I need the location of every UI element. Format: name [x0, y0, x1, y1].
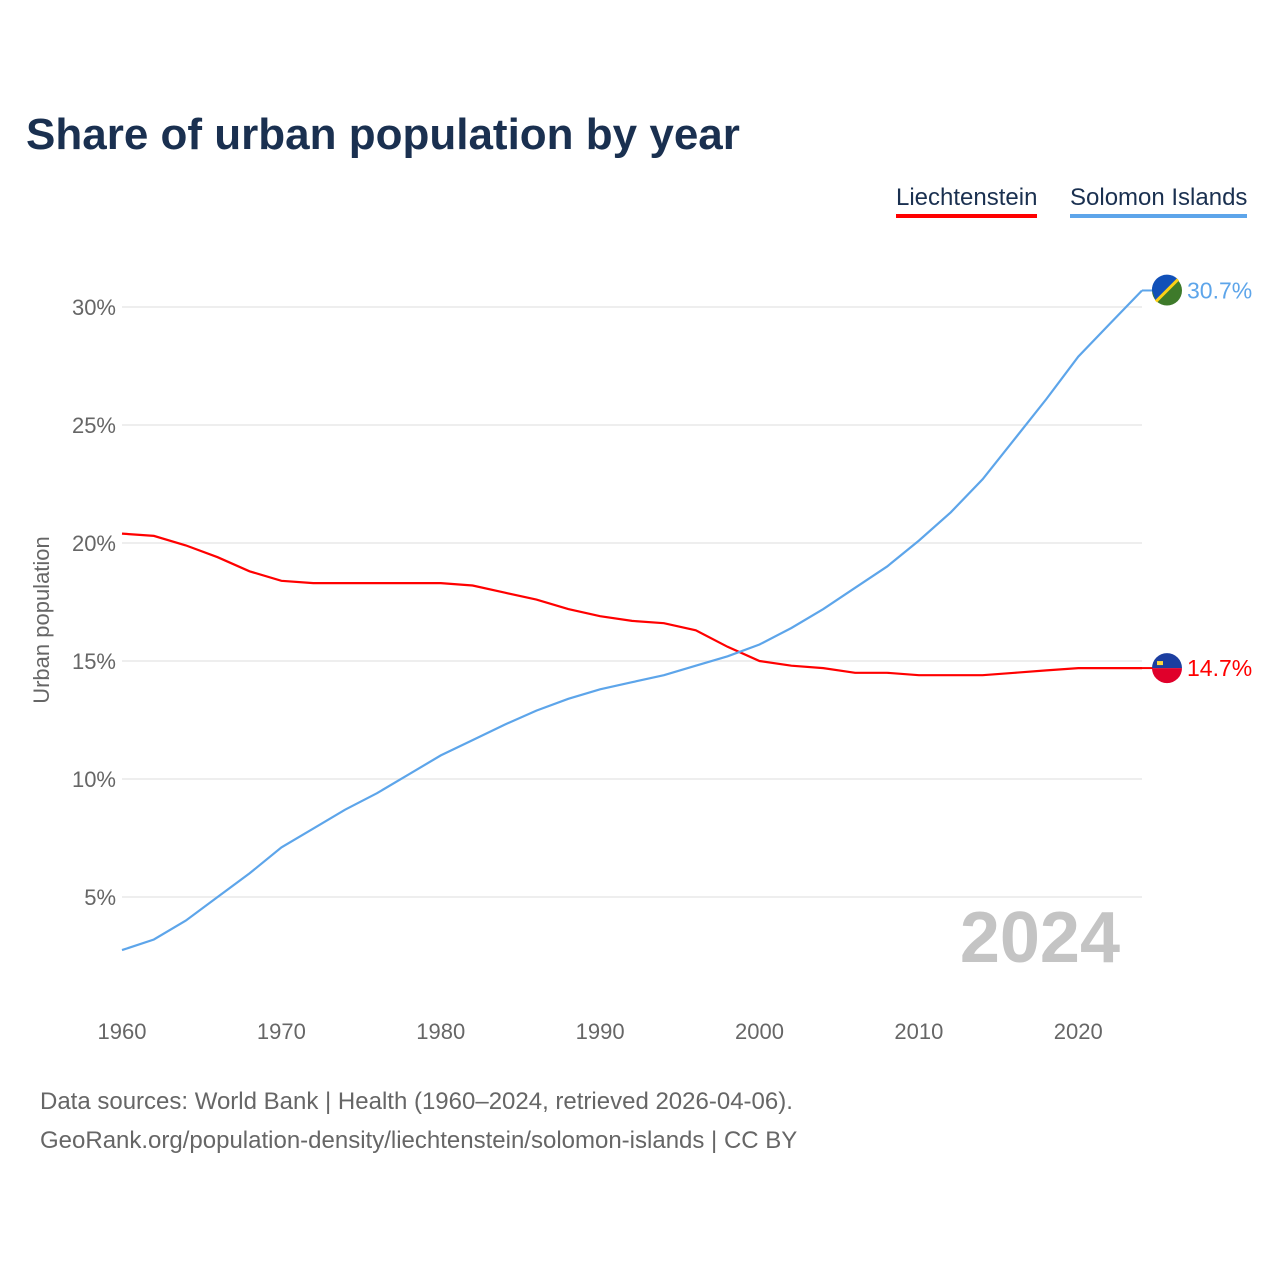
y-tick-label: 25% [72, 413, 116, 438]
flag-stripe [1154, 278, 1180, 303]
flag-liechtenstein-icon [1152, 653, 1182, 669]
footer-link[interactable]: GeoRank.org/population-density/liechtens… [40, 1127, 798, 1154]
x-tick-label: 2000 [735, 1019, 784, 1044]
y-tick-label: 10% [72, 767, 116, 792]
legend-liechtenstein[interactable]: Liechtenstein [896, 184, 1038, 218]
series-line-solomon-islands [121, 289, 1143, 952]
x-tick-label: 1980 [416, 1019, 465, 1044]
crown-icon [1157, 661, 1163, 666]
y-tick-label: 30% [72, 295, 116, 320]
x-tick-label: 1960 [98, 1019, 147, 1044]
x-tick-label: 1990 [576, 1019, 625, 1044]
x-tick-label: 2020 [1054, 1019, 1103, 1044]
x-tick-label: 1970 [257, 1019, 306, 1044]
y-tick-label: 5% [84, 885, 116, 910]
chart-title: Share of urban population by year [26, 110, 740, 159]
end-value-label: 30.7% [1187, 277, 1252, 303]
legend-solomon-islands[interactable]: Solomon Islands [1070, 184, 1248, 218]
x-tick-label: 2010 [894, 1019, 943, 1044]
footer-sources: Data sources: World Bank | Health (1960–… [40, 1088, 793, 1115]
end-value-label: 14.7% [1187, 655, 1252, 681]
series-line-liechtenstein [121, 532, 1142, 677]
flag-solomon-islands-icon [1151, 274, 1178, 302]
y-tick-label: 20% [72, 531, 116, 556]
y-tick-label: 15% [72, 649, 116, 674]
year-watermark: 2024 [960, 898, 1120, 978]
flag-liechtenstein-icon [1152, 668, 1182, 684]
